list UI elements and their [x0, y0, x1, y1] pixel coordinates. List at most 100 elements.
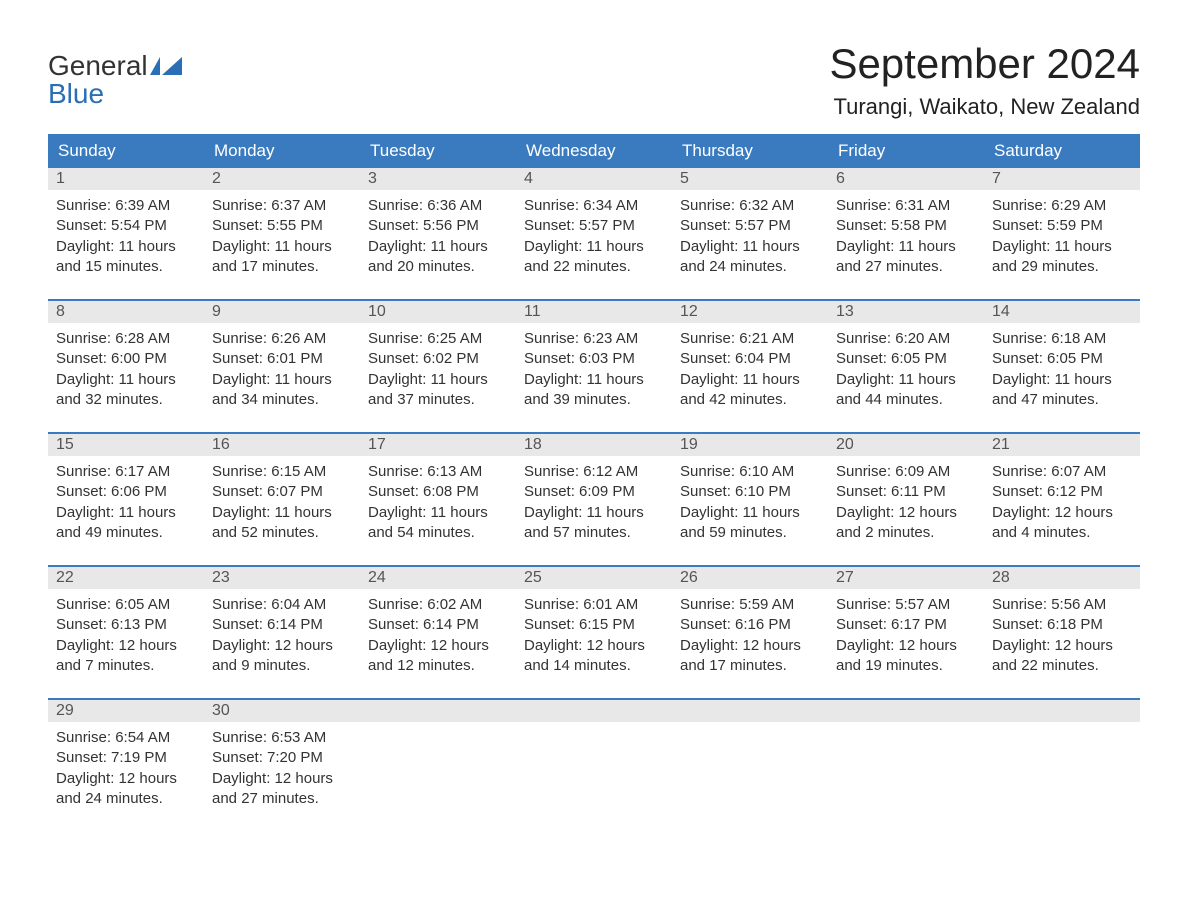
sunset-line: Sunset: 6:04 PM	[680, 349, 820, 369]
day-cell: Sunrise: 6:09 AMSunset: 6:11 PMDaylight:…	[828, 456, 984, 543]
day-cell: Sunrise: 6:04 AMSunset: 6:14 PMDaylight:…	[204, 589, 360, 676]
sunrise-line: Sunrise: 6:10 AM	[680, 462, 820, 482]
sunrise-line: Sunrise: 6:54 AM	[56, 728, 196, 748]
day-cell	[984, 722, 1140, 809]
month-title: September 2024	[829, 40, 1140, 88]
sunrise-line: Sunrise: 6:36 AM	[368, 196, 508, 216]
daylight-line-2: and 22 minutes.	[992, 656, 1132, 676]
week-row: 15161718192021Sunrise: 6:17 AMSunset: 6:…	[48, 432, 1140, 543]
sunrise-line: Sunrise: 6:15 AM	[212, 462, 352, 482]
day-number: 24	[360, 567, 516, 589]
location: Turangi, Waikato, New Zealand	[829, 94, 1140, 120]
day-number: 2	[204, 168, 360, 190]
day-cell: Sunrise: 6:25 AMSunset: 6:02 PMDaylight:…	[360, 323, 516, 410]
day-cell: Sunrise: 6:05 AMSunset: 6:13 PMDaylight:…	[48, 589, 204, 676]
sunset-line: Sunset: 5:56 PM	[368, 216, 508, 236]
brand-logo: General Blue	[48, 52, 182, 108]
sunrise-line: Sunrise: 6:23 AM	[524, 329, 664, 349]
day-cell: Sunrise: 6:39 AMSunset: 5:54 PMDaylight:…	[48, 190, 204, 277]
daylight-line-1: Daylight: 11 hours	[212, 237, 352, 257]
day-number: 21	[984, 434, 1140, 456]
sunset-line: Sunset: 6:02 PM	[368, 349, 508, 369]
day-number: 28	[984, 567, 1140, 589]
daylight-line-1: Daylight: 12 hours	[680, 636, 820, 656]
daylight-line-1: Daylight: 11 hours	[836, 370, 976, 390]
sunrise-line: Sunrise: 6:12 AM	[524, 462, 664, 482]
daylight-line-1: Daylight: 11 hours	[212, 503, 352, 523]
day-number: 5	[672, 168, 828, 190]
daylight-line-1: Daylight: 11 hours	[524, 237, 664, 257]
daylight-line-1: Daylight: 11 hours	[524, 503, 664, 523]
day-cell: Sunrise: 6:13 AMSunset: 6:08 PMDaylight:…	[360, 456, 516, 543]
day-cell: Sunrise: 6:20 AMSunset: 6:05 PMDaylight:…	[828, 323, 984, 410]
day-number: 13	[828, 301, 984, 323]
sunrise-line: Sunrise: 6:28 AM	[56, 329, 196, 349]
day-cell: Sunrise: 6:18 AMSunset: 6:05 PMDaylight:…	[984, 323, 1140, 410]
sunrise-line: Sunrise: 6:20 AM	[836, 329, 976, 349]
day-number: 19	[672, 434, 828, 456]
daylight-line-1: Daylight: 12 hours	[836, 503, 976, 523]
day-cell: Sunrise: 6:26 AMSunset: 6:01 PMDaylight:…	[204, 323, 360, 410]
sunset-line: Sunset: 6:17 PM	[836, 615, 976, 635]
daylight-line-1: Daylight: 11 hours	[680, 237, 820, 257]
weekday-friday: Friday	[828, 134, 984, 168]
sunrise-line: Sunrise: 6:05 AM	[56, 595, 196, 615]
weekday-wednesday: Wednesday	[516, 134, 672, 168]
sunset-line: Sunset: 6:10 PM	[680, 482, 820, 502]
sunrise-line: Sunrise: 6:21 AM	[680, 329, 820, 349]
week-row: 891011121314Sunrise: 6:28 AMSunset: 6:00…	[48, 299, 1140, 410]
day-number	[672, 700, 828, 722]
day-number: 26	[672, 567, 828, 589]
sunrise-line: Sunrise: 6:07 AM	[992, 462, 1132, 482]
daylight-line-2: and 29 minutes.	[992, 257, 1132, 277]
daylight-line-1: Daylight: 12 hours	[56, 636, 196, 656]
sunrise-line: Sunrise: 6:53 AM	[212, 728, 352, 748]
day-number: 29	[48, 700, 204, 722]
daylight-line-2: and 19 minutes.	[836, 656, 976, 676]
day-cell: Sunrise: 6:17 AMSunset: 6:06 PMDaylight:…	[48, 456, 204, 543]
daylight-line-2: and 27 minutes.	[836, 257, 976, 277]
daylight-line-1: Daylight: 12 hours	[992, 503, 1132, 523]
daylight-line-1: Daylight: 11 hours	[680, 370, 820, 390]
sunset-line: Sunset: 6:18 PM	[992, 615, 1132, 635]
day-number: 14	[984, 301, 1140, 323]
daylight-line-1: Daylight: 11 hours	[368, 503, 508, 523]
weekday-saturday: Saturday	[984, 134, 1140, 168]
sunrise-line: Sunrise: 6:09 AM	[836, 462, 976, 482]
sunrise-line: Sunrise: 6:37 AM	[212, 196, 352, 216]
sunset-line: Sunset: 7:19 PM	[56, 748, 196, 768]
day-cell: Sunrise: 6:54 AMSunset: 7:19 PMDaylight:…	[48, 722, 204, 809]
day-cell: Sunrise: 6:15 AMSunset: 6:07 PMDaylight:…	[204, 456, 360, 543]
weekday-monday: Monday	[204, 134, 360, 168]
daylight-line-2: and 15 minutes.	[56, 257, 196, 277]
day-cell: Sunrise: 6:02 AMSunset: 6:14 PMDaylight:…	[360, 589, 516, 676]
day-number	[828, 700, 984, 722]
daylight-line-1: Daylight: 12 hours	[212, 636, 352, 656]
sunset-line: Sunset: 6:11 PM	[836, 482, 976, 502]
week-row: 2930Sunrise: 6:54 AMSunset: 7:19 PMDayli…	[48, 698, 1140, 809]
day-cell: Sunrise: 6:10 AMSunset: 6:10 PMDaylight:…	[672, 456, 828, 543]
day-number: 4	[516, 168, 672, 190]
day-number: 11	[516, 301, 672, 323]
day-cell: Sunrise: 5:56 AMSunset: 6:18 PMDaylight:…	[984, 589, 1140, 676]
logo-word1: General	[48, 50, 148, 81]
day-cell: Sunrise: 5:57 AMSunset: 6:17 PMDaylight:…	[828, 589, 984, 676]
sunset-line: Sunset: 6:16 PM	[680, 615, 820, 635]
sunset-line: Sunset: 6:14 PM	[368, 615, 508, 635]
calendar: Sunday Monday Tuesday Wednesday Thursday…	[48, 134, 1140, 809]
day-cell: Sunrise: 5:59 AMSunset: 6:16 PMDaylight:…	[672, 589, 828, 676]
day-cell: Sunrise: 6:23 AMSunset: 6:03 PMDaylight:…	[516, 323, 672, 410]
weekday-header: Sunday Monday Tuesday Wednesday Thursday…	[48, 134, 1140, 168]
sunset-line: Sunset: 6:05 PM	[992, 349, 1132, 369]
day-cell	[828, 722, 984, 809]
sunset-line: Sunset: 6:00 PM	[56, 349, 196, 369]
weekday-sunday: Sunday	[48, 134, 204, 168]
logo-word2: Blue	[48, 78, 104, 109]
sunset-line: Sunset: 5:57 PM	[680, 216, 820, 236]
daylight-line-2: and 17 minutes.	[212, 257, 352, 277]
daylight-line-1: Daylight: 11 hours	[836, 237, 976, 257]
daylight-line-1: Daylight: 12 hours	[836, 636, 976, 656]
day-cell: Sunrise: 6:32 AMSunset: 5:57 PMDaylight:…	[672, 190, 828, 277]
sunset-line: Sunset: 5:54 PM	[56, 216, 196, 236]
sunrise-line: Sunrise: 6:02 AM	[368, 595, 508, 615]
